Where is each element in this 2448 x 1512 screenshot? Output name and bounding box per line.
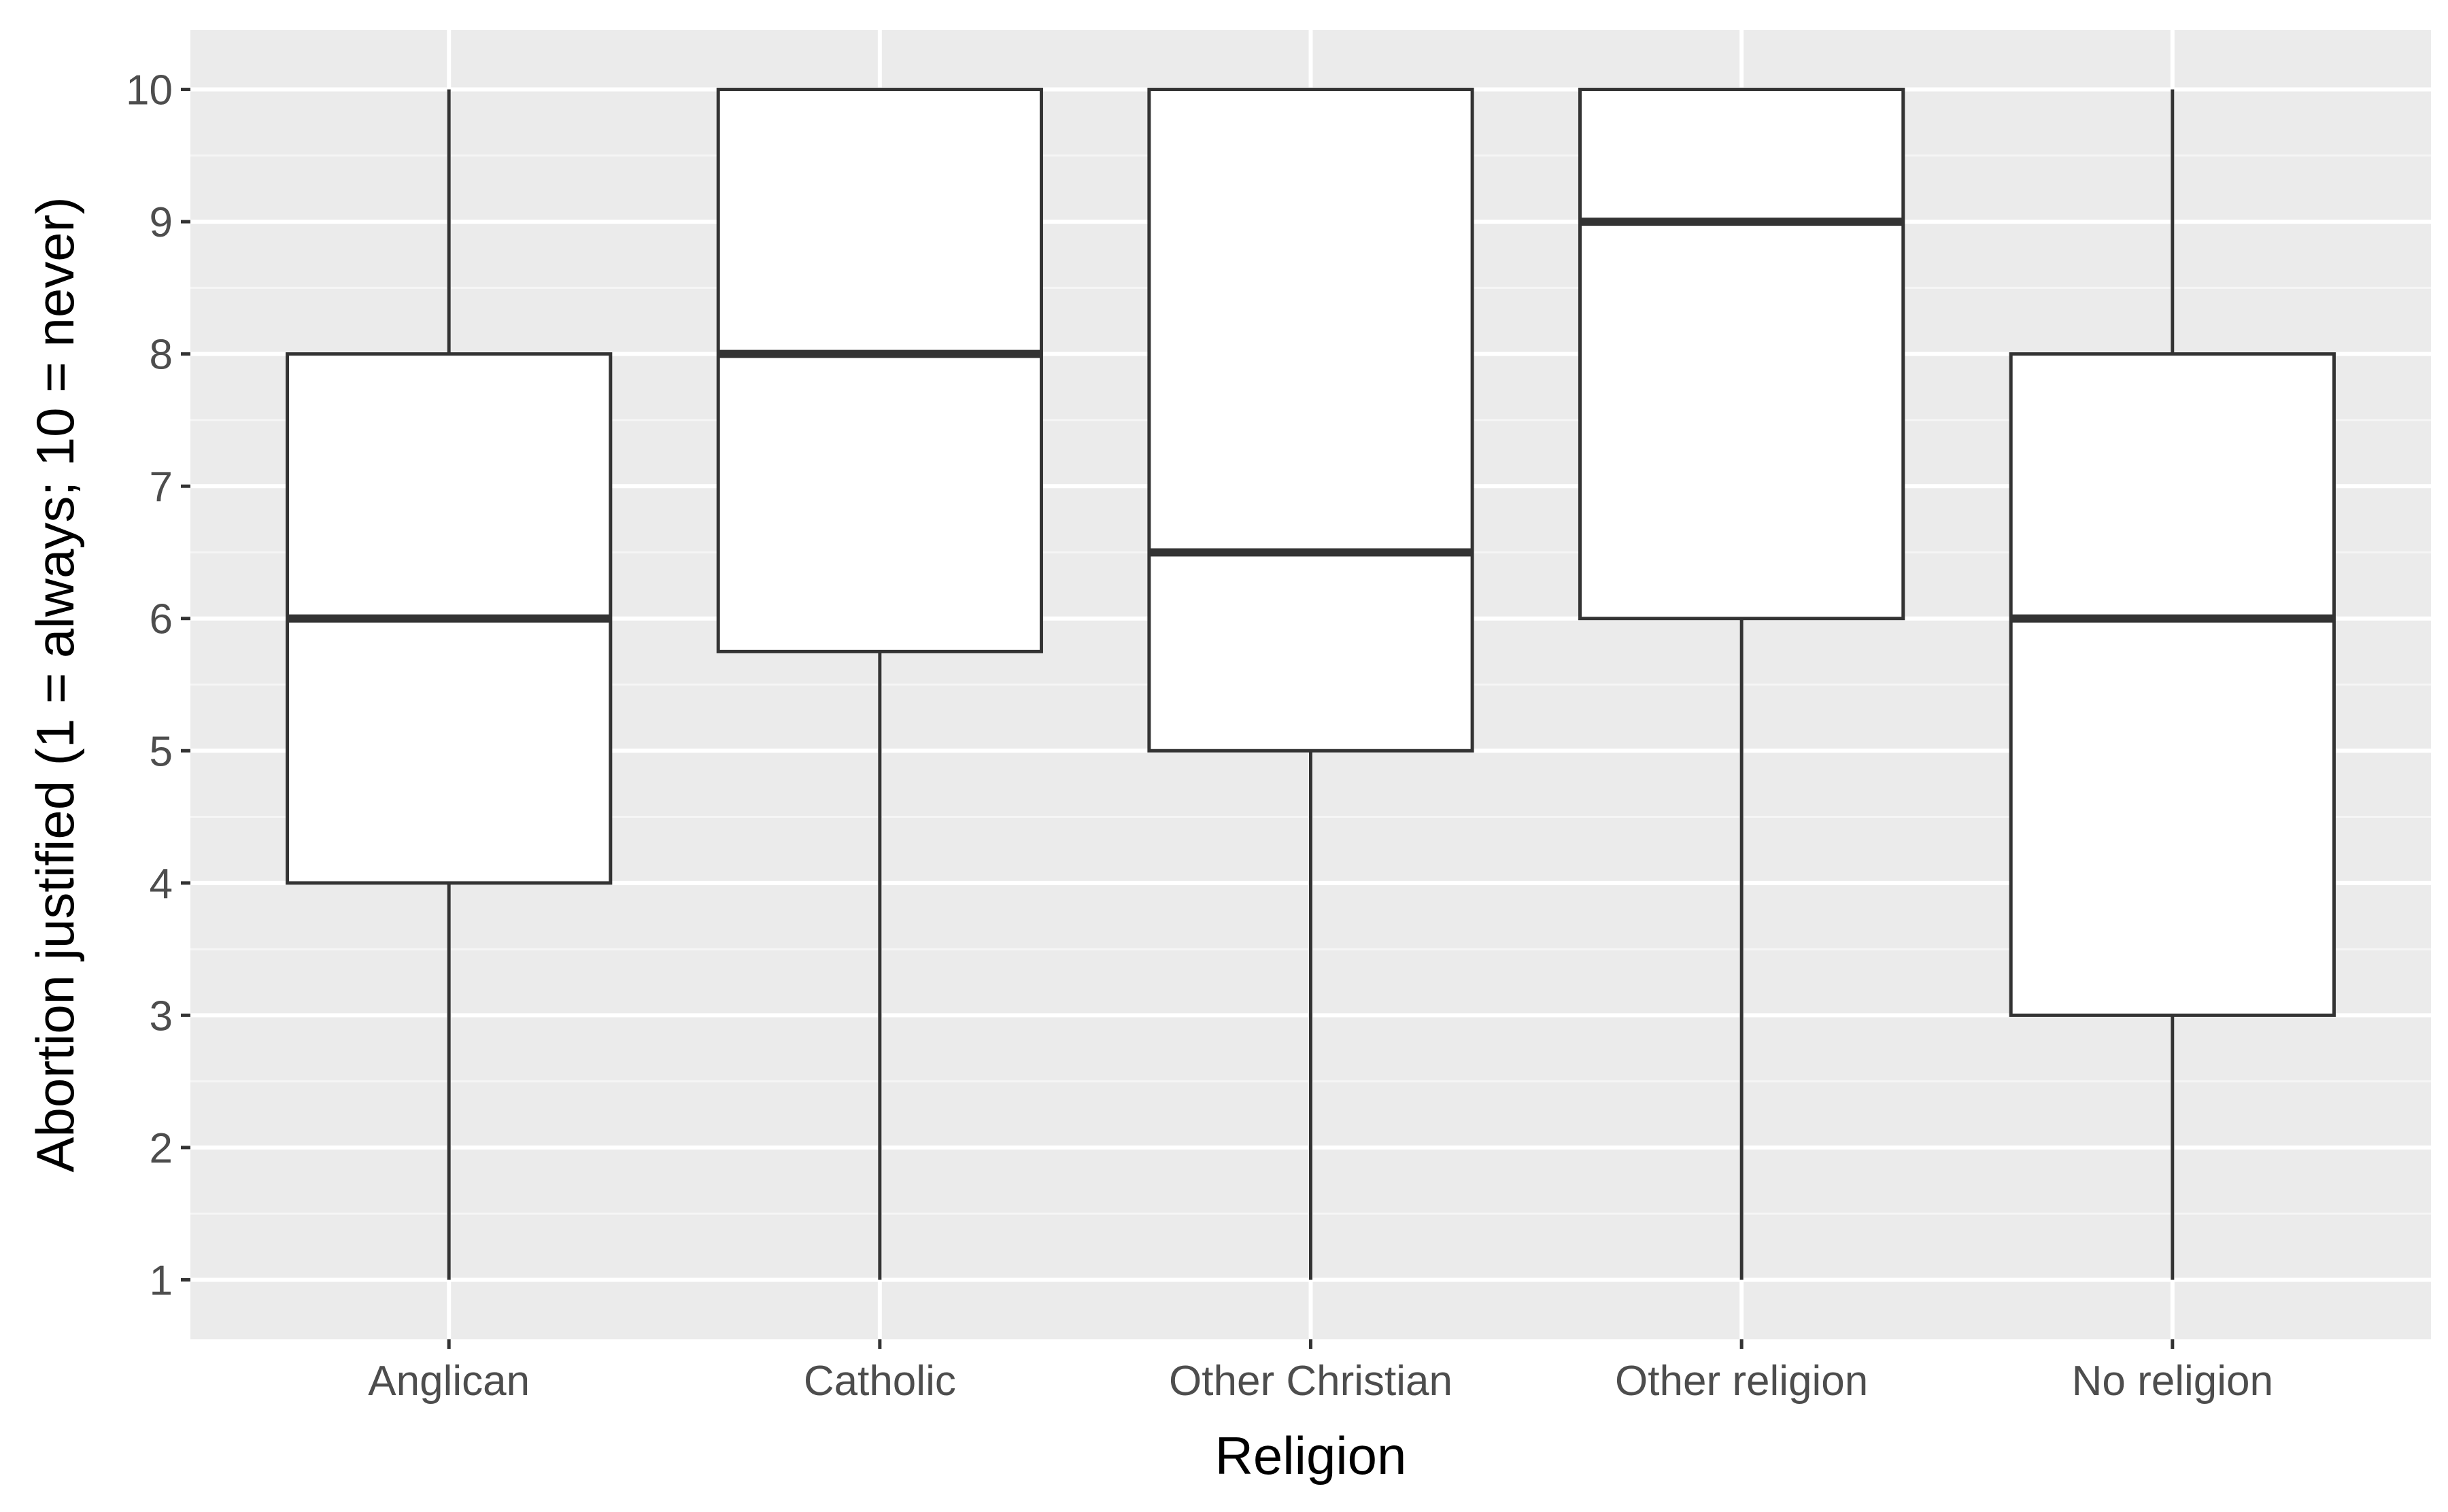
- box-other-religion: [1578, 88, 1905, 1280]
- y-tick-label: 5: [150, 728, 173, 775]
- box-iqr: [1578, 88, 1905, 621]
- box-catholic: [716, 88, 1043, 1280]
- y-tick-label: 6: [150, 596, 173, 643]
- y-tick-label: 4: [150, 861, 173, 908]
- box-iqr: [716, 88, 1043, 653]
- y-axis-title: Abortion justified (1 = always; 10 = nev…: [25, 196, 85, 1172]
- y-tick-label: 7: [150, 464, 173, 511]
- x-axis: Anglican Catholic Other Christian Other rel…: [368, 1339, 2273, 1405]
- x-tick-label: Other Christian: [1169, 1358, 1452, 1405]
- y-tick-label: 2: [150, 1125, 173, 1172]
- x-tick-label: Anglican: [368, 1358, 530, 1405]
- x-tick-label: No religion: [2072, 1358, 2273, 1405]
- x-tick-label: Other religion: [1615, 1358, 1868, 1405]
- y-axis: 1 2 3 4 5 6 7 8 9 10: [126, 67, 190, 1304]
- y-tick-label: 8: [150, 332, 173, 379]
- boxes-layer: [286, 88, 2336, 1280]
- y-tick-label: 9: [150, 199, 173, 246]
- box-other-christian: [1147, 88, 1474, 1280]
- y-tick-label: 3: [150, 993, 173, 1040]
- box-iqr: [1147, 88, 1474, 753]
- box-no-religion: [2009, 89, 2336, 1280]
- y-tick-label: 1: [150, 1257, 173, 1304]
- box-iqr: [2009, 352, 2336, 1017]
- x-tick-label: Catholic: [804, 1358, 956, 1405]
- x-axis-title: Religion: [1215, 1426, 1407, 1485]
- y-tick-label: 10: [126, 67, 173, 114]
- box-anglican: [286, 89, 613, 1280]
